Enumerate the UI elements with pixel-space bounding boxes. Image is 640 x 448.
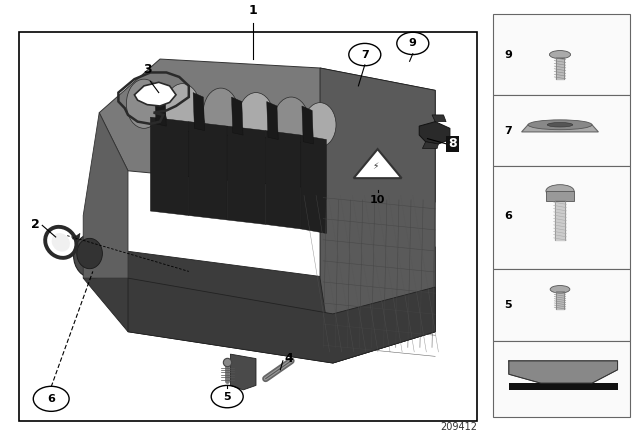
Polygon shape [509,361,618,383]
Ellipse shape [77,238,102,269]
Ellipse shape [52,233,70,252]
Ellipse shape [74,233,112,278]
Polygon shape [128,278,435,363]
Polygon shape [83,247,435,363]
Polygon shape [193,93,205,130]
Polygon shape [432,115,446,122]
Text: 6: 6 [47,394,55,404]
Polygon shape [227,126,266,224]
Polygon shape [419,122,450,144]
Polygon shape [302,106,314,144]
Text: 3: 3 [143,63,152,76]
Ellipse shape [528,120,592,129]
Text: 9: 9 [504,50,512,60]
Polygon shape [232,97,243,135]
Polygon shape [230,354,256,390]
Bar [546,191,574,201]
Polygon shape [134,82,176,106]
Polygon shape [522,125,598,132]
Polygon shape [99,59,435,202]
Polygon shape [72,233,80,240]
Polygon shape [83,113,128,278]
Bar [493,95,630,166]
Ellipse shape [550,285,570,293]
Polygon shape [422,142,438,148]
Ellipse shape [550,51,571,59]
Text: 6: 6 [504,211,512,220]
Bar [493,14,630,95]
Bar [493,166,630,269]
Text: 7: 7 [504,125,512,136]
Polygon shape [189,122,227,220]
Polygon shape [155,88,166,126]
Bar [493,269,630,340]
Bar [509,383,618,390]
Polygon shape [150,117,189,215]
Text: 4: 4 [285,352,294,365]
Ellipse shape [274,97,309,146]
Text: 10: 10 [370,195,385,205]
Polygon shape [301,135,326,233]
Ellipse shape [239,93,274,142]
Text: 7: 7 [361,50,369,60]
Ellipse shape [547,123,573,127]
Polygon shape [267,102,278,139]
Polygon shape [266,130,301,229]
Bar [493,340,630,417]
Ellipse shape [546,185,574,197]
Text: 5: 5 [504,300,512,310]
Text: 8: 8 [448,138,456,151]
Text: 9: 9 [409,39,417,48]
Text: 2: 2 [31,218,40,231]
Polygon shape [320,68,435,363]
Ellipse shape [204,88,238,137]
Ellipse shape [304,103,336,147]
Ellipse shape [165,84,200,133]
Ellipse shape [127,79,161,128]
Text: 209412: 209412 [440,422,477,432]
Polygon shape [354,149,402,178]
Text: 1: 1 [248,4,257,17]
Text: 5: 5 [223,392,231,401]
Bar [19,32,477,421]
Text: ⚡: ⚡ [372,162,379,171]
